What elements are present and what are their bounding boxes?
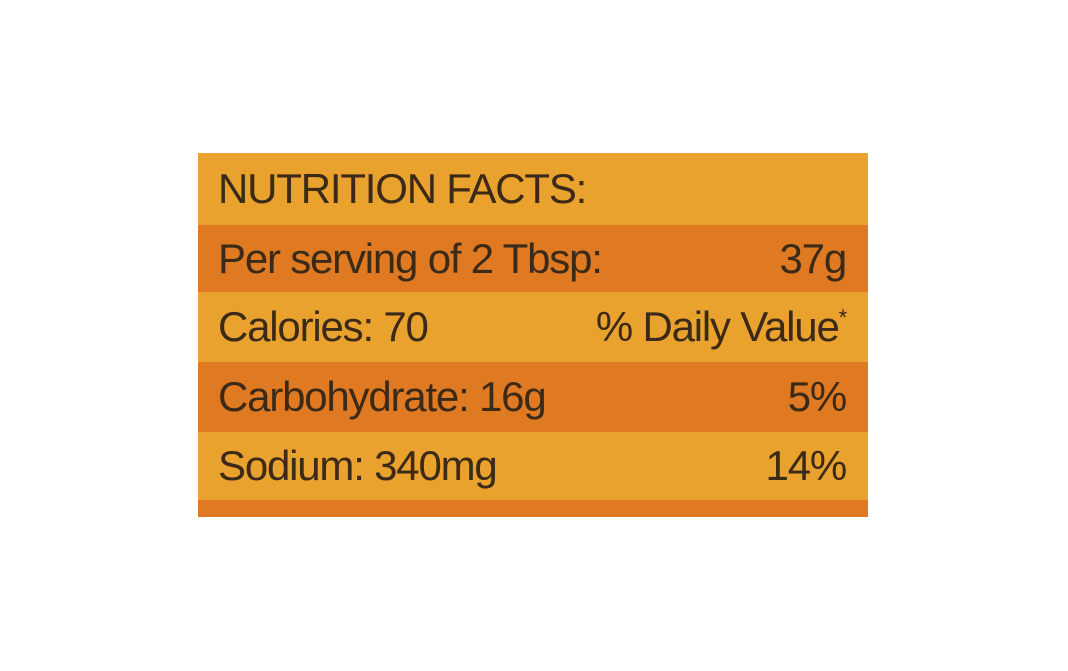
nutrition-row: Carbohydrate: 16g 5% [198,362,868,432]
nutrition-row: Per serving of 2 Tbsp: 37g [198,225,868,292]
row-value: 14% [765,442,848,489]
nutrition-label: NUTRITION FACTS: Per serving of 2 Tbsp: … [198,153,868,517]
label-title: NUTRITION FACTS: [218,165,587,212]
row-label: Carbohydrate: 16g [218,373,547,420]
row-value-group: % Daily Value* [595,303,848,351]
title-row: NUTRITION FACTS: [198,153,868,225]
nutrition-row: Calories: 70 % Daily Value* [198,292,868,362]
row-label: Calories: 70 [218,303,429,350]
bottom-strip [198,500,868,517]
row-label: Per serving of 2 Tbsp: [218,234,603,282]
nutrition-row: Sodium: 340mg 14% [198,432,868,500]
row-label: Sodium: 340mg [218,442,498,489]
row-value: 5% [787,373,848,420]
footnote-marker: * [838,305,848,330]
row-value: 37g [779,234,848,282]
row-value: % Daily Value [595,303,840,350]
